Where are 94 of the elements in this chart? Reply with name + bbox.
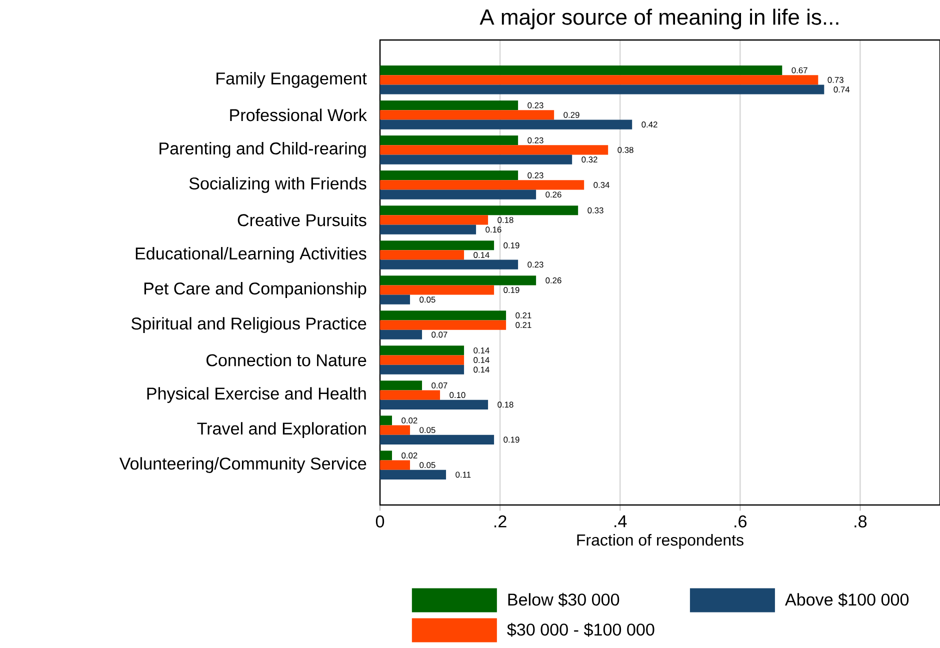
data-label: 0.07 [432, 332, 448, 338]
data-label: 0.10 [450, 392, 466, 398]
bar [380, 276, 536, 286]
bar [380, 110, 554, 120]
bar [380, 260, 518, 270]
bar [380, 250, 464, 260]
bar [380, 84, 824, 94]
data-label: 0.74 [834, 86, 850, 92]
x-tick-label: 0 [376, 515, 384, 528]
y-tick-label: Parenting and Child-rearing [160, 142, 366, 158]
bar [380, 380, 422, 390]
chart-title: A major source of meaning in life is... [480, 8, 838, 30]
data-label: 0.23 [528, 137, 544, 144]
bar [380, 285, 494, 295]
x-tick-label: .6 [734, 515, 746, 528]
data-label: 0.19 [504, 436, 520, 443]
y-tick-label: Educational/Learning Activities [136, 247, 366, 263]
bar [380, 120, 632, 130]
data-label: 0.32 [582, 156, 598, 163]
data-label: 0.14 [474, 252, 490, 258]
bar [380, 75, 818, 85]
data-label: 0.19 [504, 242, 520, 248]
legend-label: Above $100 000 [785, 592, 909, 607]
bar [380, 434, 494, 444]
data-label: 0.07 [432, 382, 448, 388]
data-label: 0.16 [486, 226, 502, 233]
y-tick-label: Creative Pursuits [238, 214, 366, 226]
data-label: 0.34 [594, 182, 610, 188]
bar [380, 240, 494, 250]
bar [380, 416, 392, 426]
data-label: 0.73 [828, 76, 844, 83]
data-label: 0.23 [528, 102, 544, 108]
y-tick-label: Connection to Nature [206, 354, 366, 366]
data-label: 0.14 [474, 347, 490, 354]
bar [380, 224, 476, 234]
data-label: 0.26 [546, 277, 562, 284]
x-axis-title: Fraction of respondents [577, 534, 744, 549]
bar [380, 170, 518, 180]
y-tick-label: Travel and Exploration [197, 422, 366, 438]
y-tick-label: Physical Exercise and Health [147, 387, 366, 403]
bar [380, 100, 518, 110]
data-label: 0.29 [564, 112, 580, 118]
legend-label: Below $30 000 [508, 592, 620, 607]
data-label: 0.26 [546, 192, 562, 198]
data-label: 0.19 [504, 287, 520, 293]
data-label: 0.67 [792, 67, 808, 74]
bar [380, 320, 506, 330]
bar [380, 145, 608, 155]
bar [380, 330, 422, 340]
bar [380, 136, 518, 146]
x-tick-label: .4 [614, 515, 627, 528]
y-tick-label: Pet Care and Companionship [144, 282, 366, 298]
data-label: 0.23 [528, 262, 544, 268]
bar [380, 66, 782, 76]
data-label: 0.33 [588, 207, 604, 214]
bar [380, 190, 536, 200]
bar [380, 460, 410, 470]
data-label: 0.21 [516, 322, 532, 328]
y-tick-label: Volunteering/Community Service [119, 457, 366, 474]
data-label: 0.23 [528, 172, 544, 178]
bar [380, 346, 464, 356]
bar [380, 355, 464, 365]
y-tick-label: Professional Work [230, 108, 367, 122]
data-label: 0.02 [402, 452, 418, 458]
data-label: 0.02 [402, 417, 418, 424]
bar [380, 364, 464, 374]
data-label: 0.11 [456, 472, 471, 478]
bar [380, 470, 446, 480]
x-tick-label: .8 [854, 515, 867, 528]
bar [380, 215, 488, 225]
legend-label: $30 000 - $100 000 [507, 622, 654, 637]
y-tick-label: Spiritual and Religious Practice [132, 317, 366, 333]
bar [380, 294, 410, 304]
y-tick-label: Socializing with Friends [189, 177, 366, 193]
data-label: 0.42 [642, 122, 658, 128]
data-label: 0.14 [474, 366, 490, 373]
x-tick-label: .2 [494, 515, 506, 528]
bar [380, 310, 506, 320]
bar [380, 400, 488, 410]
bar [380, 180, 584, 190]
data-label: 0.05 [420, 296, 436, 303]
bar [380, 425, 410, 435]
data-label: 0.38 [618, 146, 634, 153]
data-label: 0.18 [498, 216, 514, 223]
bar [380, 206, 578, 216]
y-tick-label: Family Engagement [216, 72, 367, 88]
bar [380, 154, 572, 164]
data-label: 0.14 [474, 357, 490, 364]
bar [380, 450, 392, 460]
data-label: 0.21 [516, 312, 532, 318]
data-label: 0.05 [420, 462, 436, 468]
bar [380, 390, 440, 400]
data-label: 0.18 [498, 402, 514, 408]
data-label: 0.05 [420, 427, 436, 434]
